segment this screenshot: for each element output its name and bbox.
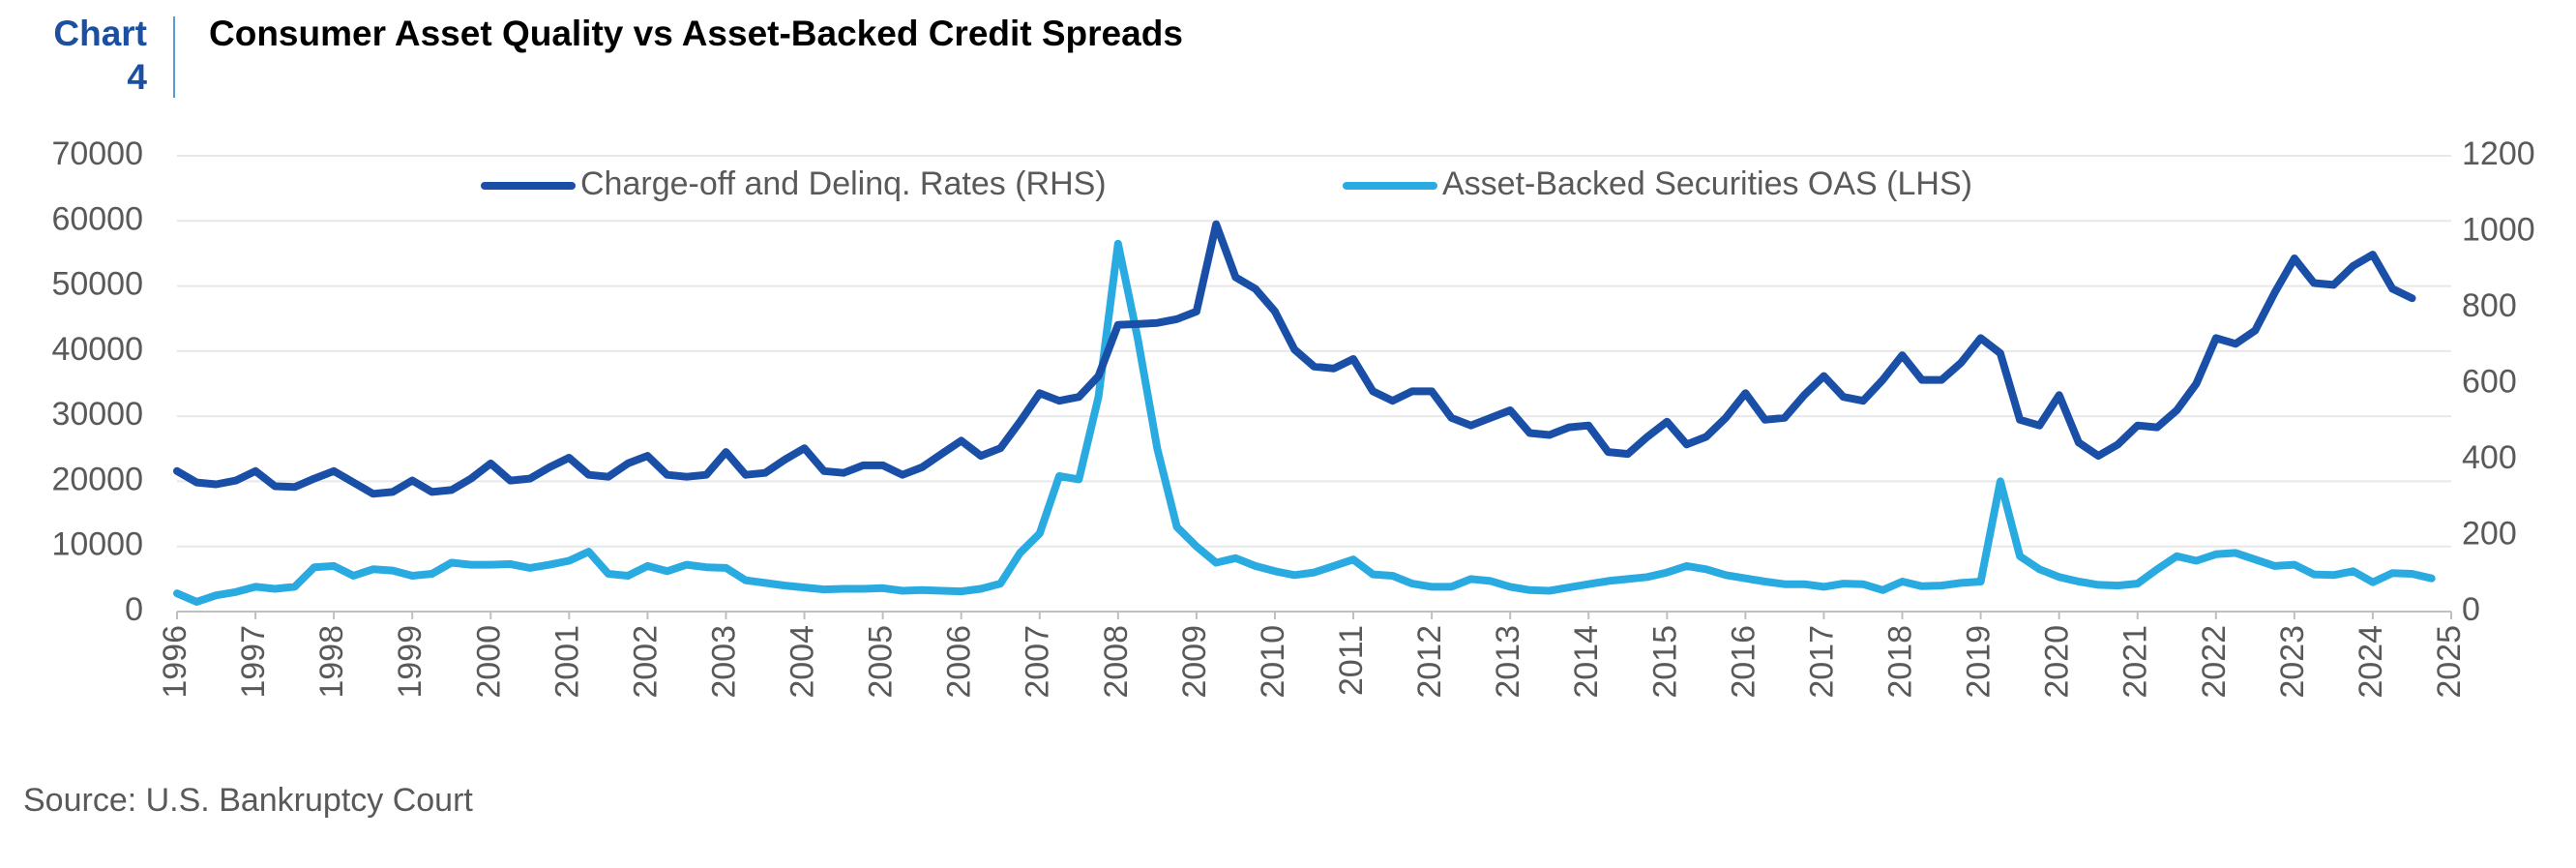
x-tick-label: 2001	[548, 625, 585, 699]
x-tick-label: 2015	[1646, 625, 1683, 699]
x-tick-label: 1996	[157, 625, 193, 699]
y-tick-label: 40000	[51, 331, 143, 368]
x-tick-label: 1999	[392, 625, 429, 699]
x-tick-label: 2016	[1725, 625, 1762, 699]
x-tick-label: 2013	[1490, 625, 1526, 699]
x-tick-label: 2019	[1961, 625, 1998, 699]
y2-tick-label: 600	[2462, 363, 2517, 400]
x-tick-label: 2011	[1333, 625, 1370, 696]
y-tick-label: 70000	[51, 135, 143, 172]
x-tick-label: 2023	[2274, 625, 2311, 699]
x-tick-label: 2003	[705, 625, 742, 699]
y2-tick-label: 1200	[2462, 135, 2535, 172]
x-tick-label: 2024	[2353, 625, 2389, 699]
x-tick-label: 2022	[2196, 625, 2233, 699]
x-tick-label: 1997	[235, 625, 272, 699]
y2-tick-label: 1000	[2462, 211, 2535, 248]
legend-label: Charge-off and Delinq. Rates (RHS)	[580, 165, 1107, 202]
series-line	[173, 220, 2416, 498]
x-tick-label: 2000	[470, 625, 507, 699]
x-tick-label: 2010	[1255, 625, 1291, 699]
x-tick-label: 1998	[313, 625, 350, 699]
x-tick-label: 2006	[941, 625, 978, 699]
x-tick-label: 2009	[1176, 625, 1213, 699]
y-tick-label: 20000	[51, 461, 143, 497]
y2-tick-label: 0	[2462, 591, 2480, 628]
x-tick-label: 2012	[1411, 625, 1448, 699]
x-tick-label: 2005	[863, 625, 900, 699]
divider	[173, 16, 175, 98]
y-tick-label: 30000	[51, 396, 143, 433]
x-tick-label: 2008	[1098, 625, 1135, 699]
y-tick-label: 60000	[51, 200, 143, 237]
x-tick-label: 2017	[1803, 625, 1840, 699]
y-tick-label: 0	[125, 591, 143, 628]
x-tick-label: 2004	[785, 625, 821, 699]
legend-label: Asset-Backed Securities OAS (LHS)	[1442, 165, 1972, 202]
source: Source: U.S. Bankruptcy Court	[23, 782, 473, 819]
chart-title: Consumer Asset Quality vs Asset-Backed C…	[209, 14, 1183, 53]
y2-tick-label: 200	[2462, 515, 2517, 552]
x-tick-label: 2007	[1020, 625, 1056, 699]
series-line	[173, 239, 2436, 606]
x-tick-label: 2025	[2431, 625, 2468, 699]
y-tick-label: 50000	[51, 266, 143, 303]
x-tick-label: 2018	[1882, 625, 1919, 699]
x-tick-label: 2002	[627, 625, 664, 699]
y2-tick-label: 400	[2462, 439, 2517, 476]
y-tick-label: 10000	[51, 526, 143, 563]
x-tick-label: 2014	[1568, 625, 1605, 699]
x-tick-label: 2021	[2117, 625, 2154, 699]
y2-tick-label: 800	[2462, 287, 2517, 324]
x-tick-label: 2020	[2039, 625, 2076, 699]
chart-label: Chart 4	[53, 14, 147, 97]
